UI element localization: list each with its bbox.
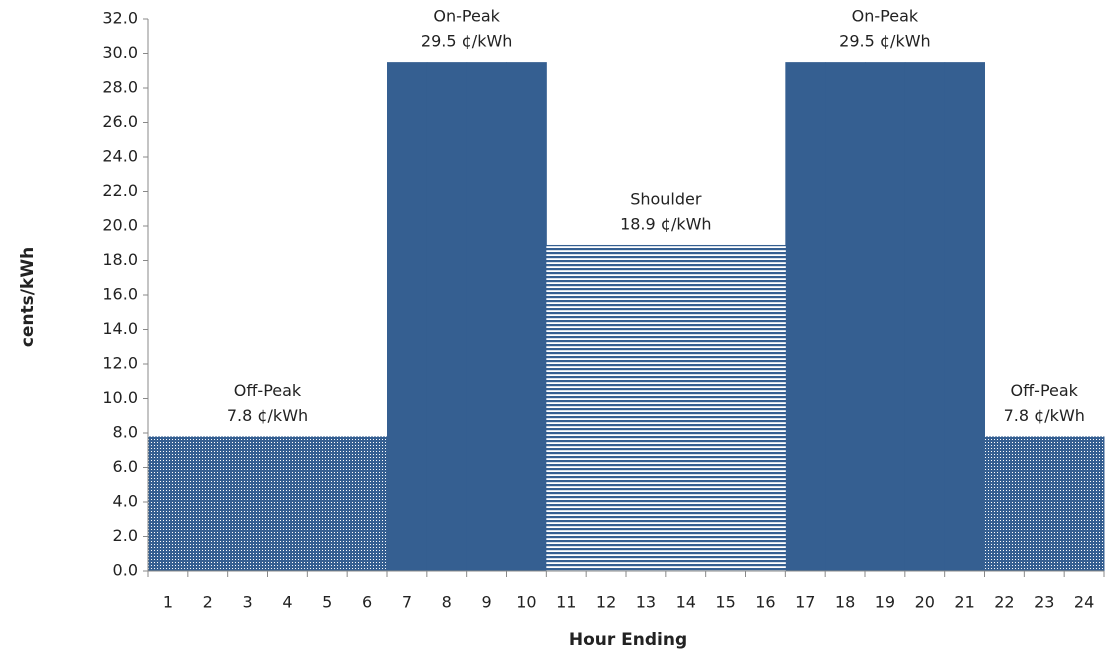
period-label: On-Peak: [433, 7, 500, 26]
y-tick-label: 2.0: [113, 526, 138, 545]
y-tick-label: 14.0: [102, 319, 138, 338]
period-label: Off-Peak: [1011, 381, 1079, 400]
y-tick-label: 30.0: [102, 43, 138, 62]
bar: [626, 244, 667, 571]
y-tick-label: 4.0: [113, 492, 138, 511]
x-tick-label: 20: [915, 593, 935, 612]
x-tick-label: 21: [954, 593, 974, 612]
bar: [187, 436, 229, 571]
bar: [148, 436, 189, 571]
x-tick-label: 12: [596, 593, 616, 612]
x-tick-label: 11: [556, 593, 576, 612]
y-tick-label: 20.0: [102, 216, 138, 235]
bar: [347, 436, 388, 571]
bar: [944, 62, 985, 571]
bar: [546, 244, 587, 571]
y-tick-label: 8.0: [113, 423, 138, 442]
bar: [745, 244, 786, 571]
x-tick-label: 13: [636, 593, 656, 612]
value-label: 18.9 ¢/kWh: [620, 214, 712, 233]
bar: [904, 62, 946, 571]
y-tick-label: 28.0: [102, 78, 138, 97]
y-tick-label: 26.0: [102, 112, 138, 131]
y-tick-label: 10.0: [102, 388, 138, 407]
x-tick-label: 6: [362, 593, 372, 612]
bar: [307, 436, 348, 571]
y-tick-label: 32.0: [102, 9, 138, 28]
x-tick-label: 5: [322, 593, 332, 612]
x-tick-label: 18: [835, 593, 855, 612]
x-tick-label: 24: [1074, 593, 1094, 612]
bar: [825, 62, 866, 571]
value-label: 29.5 ¢/kWh: [839, 32, 931, 51]
bar: [705, 244, 746, 571]
bar: [865, 62, 906, 571]
bar: [1024, 436, 1065, 571]
y-tick-label: 24.0: [102, 147, 138, 166]
period-label: Off-Peak: [234, 381, 302, 400]
period-label: Shoulder: [630, 189, 702, 208]
bar: [466, 62, 507, 571]
y-tick-label: 22.0: [102, 181, 138, 200]
bar: [267, 436, 308, 571]
y-axis-title: cents/kWh: [18, 247, 38, 347]
x-axis-title: Hour Ending: [569, 630, 687, 650]
y-tick-label: 12.0: [102, 354, 138, 373]
x-tick-label: 19: [875, 593, 895, 612]
x-tick-label: 4: [282, 593, 292, 612]
x-tick-label: 16: [755, 593, 775, 612]
y-tick-label: 0.0: [113, 561, 138, 580]
y-tick-label: 6.0: [113, 457, 138, 476]
x-tick-label: 17: [795, 593, 815, 612]
x-tick-label: 23: [1034, 593, 1054, 612]
period-label: On-Peak: [852, 7, 919, 26]
y-tick-label: 18.0: [102, 250, 138, 269]
bar: [387, 62, 428, 571]
value-label: 7.8 ¢/kWh: [227, 406, 308, 425]
x-tick-label: 8: [442, 593, 452, 612]
x-tick-label: 3: [242, 593, 252, 612]
bar: [227, 436, 268, 571]
x-tick-label: 14: [676, 593, 696, 612]
x-tick-label: 7: [402, 593, 412, 612]
x-tick-label: 10: [516, 593, 536, 612]
x-tick-label: 2: [203, 593, 213, 612]
x-tick-label: 15: [715, 593, 735, 612]
x-tick-label: 1: [163, 593, 173, 612]
x-tick-label: 9: [481, 593, 491, 612]
bar: [506, 62, 547, 571]
bar: [586, 244, 627, 571]
value-label: 7.8 ¢/kWh: [1004, 406, 1085, 425]
value-label: 29.5 ¢/kWh: [421, 32, 513, 51]
bar: [984, 436, 1025, 571]
bar: [426, 62, 468, 571]
bar: [785, 62, 826, 571]
bar: [1064, 436, 1105, 571]
x-tick-label: 22: [994, 593, 1014, 612]
bar: [665, 244, 707, 571]
y-tick-label: 16.0: [102, 285, 138, 304]
